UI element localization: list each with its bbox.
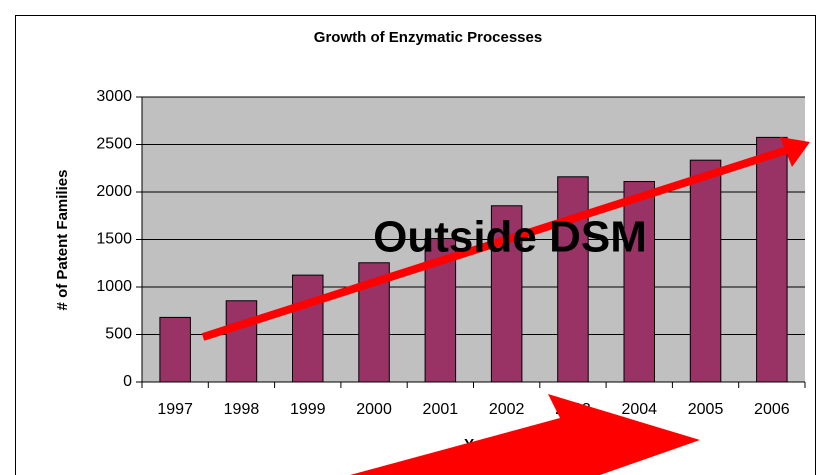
x-tick-label: 2004 (621, 401, 657, 418)
y-axis-label: # of Patent Families (54, 170, 71, 311)
trend-arrow-head (780, 137, 810, 167)
x-tick-label: 1999 (290, 401, 326, 418)
x-tick-label: 1998 (224, 401, 260, 418)
bar (159, 316, 191, 383)
bar (623, 181, 655, 383)
x-tick-label: 2001 (423, 401, 459, 418)
big-arrow (350, 394, 700, 475)
annotations: Outside DSM (201, 137, 810, 475)
y-tick-label: 1500 (96, 231, 132, 248)
bar (225, 300, 258, 383)
bar (756, 136, 788, 383)
bar (689, 159, 722, 383)
y-tick-label: 2500 (96, 136, 132, 153)
y-tick-label: 500 (105, 326, 132, 343)
y-tick-label: 2000 (96, 183, 132, 200)
x-tick-label: 2005 (688, 401, 724, 418)
annotation-text: Outside DSM (373, 213, 647, 262)
x-tick-label: 2002 (489, 401, 525, 418)
marks: 0 500 1000 1500 2000 2500 3000 1997 1998 1999 2000… (96, 88, 806, 418)
bar (292, 274, 324, 383)
x-tick-label: 2006 (754, 401, 790, 418)
bar (557, 176, 589, 383)
y-tick-label: 0 (123, 373, 132, 390)
y-tick-label: 3000 (96, 88, 132, 105)
chart-title: Growth of Enzymatic Processes (314, 29, 542, 46)
x-tick-label: 2000 (356, 401, 392, 418)
y-tick-label: 1000 (96, 278, 132, 295)
x-tick-label: 1997 (157, 401, 193, 418)
trend-arrow (201, 145, 792, 341)
